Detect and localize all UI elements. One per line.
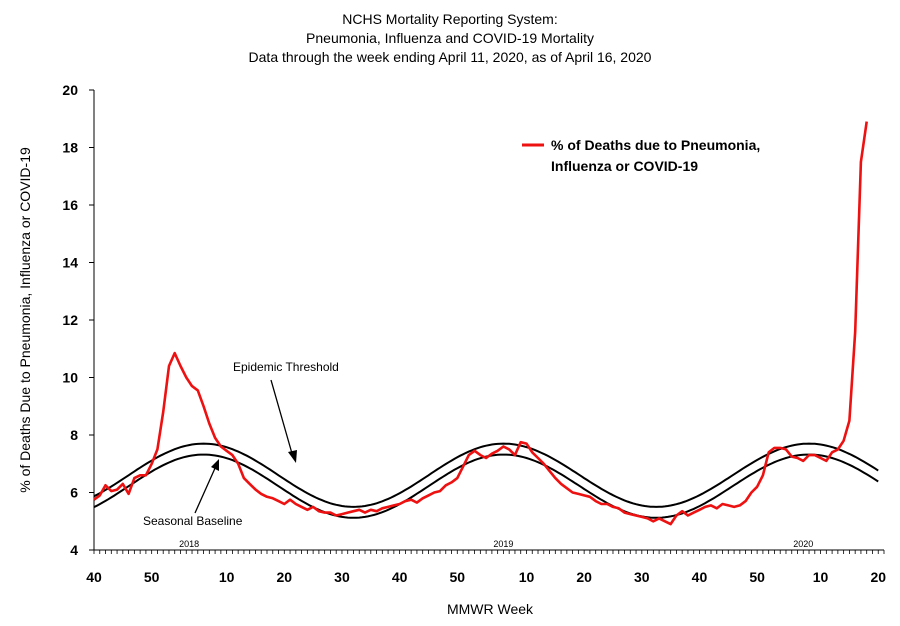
x-tick-label: 40	[392, 569, 408, 585]
year-labels: 2018 2019 2020	[179, 539, 813, 549]
y-tick-label: 4	[70, 542, 78, 558]
year-label: 2018	[179, 539, 199, 549]
threshold-annotation: Epidemic Threshold	[233, 360, 339, 463]
x-tick-label: 30	[634, 569, 650, 585]
y-tick-label: 6	[70, 485, 78, 501]
x-tick-label: 20	[576, 569, 592, 585]
x-tick-label: 20	[870, 569, 886, 585]
legend-label-line-1: % of Deaths due to Pneumonia,	[551, 137, 760, 153]
series-line-seasonal-baseline	[93, 453, 879, 519]
y-tick-label: 12	[62, 312, 78, 328]
y-ticks: 4 6 8 10 12 14 16 18 20	[62, 82, 94, 558]
x-tick-label: 20	[277, 569, 293, 585]
axes	[93, 90, 884, 551]
x-tick-label: 10	[519, 569, 535, 585]
x-axis-label: MMWR Week	[447, 601, 534, 617]
baseline-label: Seasonal Baseline	[143, 514, 243, 528]
chart-title-line-1: NCHS Mortality Reporting System:	[342, 11, 558, 27]
y-tick-label: 14	[62, 255, 78, 271]
baseline-arrow	[194, 465, 217, 514]
baseline-arrowhead	[211, 459, 219, 471]
series-lines	[93, 121, 879, 526]
x-tick-label: 50	[144, 569, 160, 585]
y-tick-label: 8	[70, 427, 78, 443]
legend-label-line-2: Influenza or COVID-19	[551, 158, 698, 174]
legend: % of Deaths due to Pneumonia, Influenza …	[522, 137, 760, 174]
year-label: 2019	[493, 539, 513, 549]
x-tick-label: 10	[219, 569, 235, 585]
chart-title-line-3: Data through the week ending April 11, 2…	[248, 49, 652, 65]
series-line-epidemic-threshold	[93, 442, 879, 508]
x-tick-label: 30	[334, 569, 350, 585]
x-tick-label: 50	[749, 569, 765, 585]
x-tick-label: 40	[692, 569, 708, 585]
x-tick-label: 40	[86, 569, 102, 585]
y-tick-label: 16	[62, 197, 78, 213]
year-label: 2020	[793, 539, 813, 549]
y-tick-label: 10	[62, 370, 78, 386]
threshold-arrow	[270, 379, 294, 458]
baseline-annotation: Seasonal Baseline	[143, 459, 243, 528]
threshold-label: Epidemic Threshold	[233, 360, 339, 374]
y-axis-label: % of Deaths Due to Pneumonia, Influenza …	[17, 147, 33, 493]
x-tick-label: 10	[813, 569, 829, 585]
y-tick-label: 20	[62, 82, 78, 98]
chart-title-line-2: Pneumonia, Influenza and COVID-19 Mortal…	[306, 30, 594, 46]
threshold-arrowhead	[288, 450, 297, 463]
x-ticks: 40 50 10 20 30 40 50 10 20 30 40 50 10 20	[86, 550, 886, 585]
x-tick-label: 50	[449, 569, 465, 585]
series-line-pneumonia-influenza-covid	[93, 121, 868, 526]
y-tick-label: 18	[62, 140, 78, 156]
